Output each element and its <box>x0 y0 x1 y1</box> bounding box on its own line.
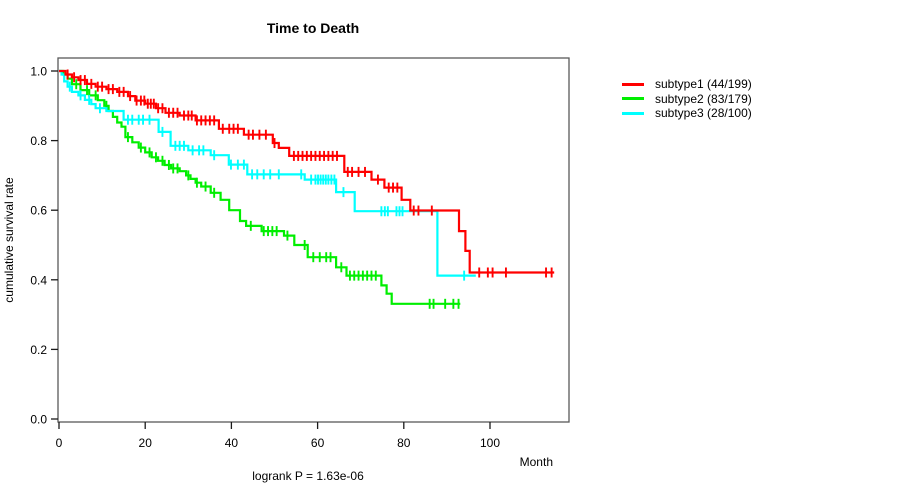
legend: subtype1 (44/199) subtype2 (83/179) subt… <box>622 77 752 121</box>
legend-item-subtype1: subtype1 (44/199) <box>622 77 752 92</box>
survival-curves <box>59 69 555 309</box>
y-tick-label: 0.4 <box>30 273 47 287</box>
survival-curve-subtype3 <box>59 69 476 277</box>
y-tick-label: 0.2 <box>30 343 47 357</box>
x-axis-label: Month <box>520 455 553 469</box>
logrank-annotation: logrank P = 1.63e-06 <box>252 469 364 483</box>
y-tick-label: 0.6 <box>30 204 47 218</box>
legend-line-swatch-subtype3 <box>622 111 644 115</box>
legend-label-subtype3: subtype3 (28/100) <box>655 106 752 120</box>
x-tick-label: 80 <box>397 436 411 450</box>
x-tick-label: 20 <box>139 436 153 450</box>
series-3-group <box>59 69 476 281</box>
x-tick-label: 60 <box>311 436 325 450</box>
x-tick-label: 0 <box>56 436 63 450</box>
plot-title: Time to Death <box>267 20 359 36</box>
survival-curve-subtype2 <box>59 69 461 305</box>
legend-item-subtype3: subtype3 (28/100) <box>622 106 752 121</box>
legend-label-subtype2: subtype2 (83/179) <box>655 91 752 106</box>
plot-frame: 0.0 0.2 0.4 0.6 0.8 1.0 0 20 40 60 80 100 <box>30 57 570 450</box>
y-axis-label: cumulative survival rate <box>2 177 16 303</box>
y-tick-label: 1.0 <box>30 65 47 79</box>
legend-line-swatch-subtype1 <box>622 82 644 86</box>
legend-line-swatch-subtype2 <box>622 97 644 101</box>
legend-label-subtype1: subtype1 (44/199) <box>655 77 752 91</box>
series-2-group <box>59 69 461 309</box>
x-tick-label: 100 <box>480 436 500 450</box>
y-tick-label: 0.0 <box>30 413 47 427</box>
survival-curve-subtype1 <box>59 69 555 274</box>
plot-box <box>57 57 570 423</box>
x-tick-label: 40 <box>225 436 239 450</box>
legend-item-subtype2: subtype2 (83/179) <box>622 92 752 107</box>
y-tick-label: 0.8 <box>30 134 47 148</box>
series-1-group <box>59 69 555 278</box>
